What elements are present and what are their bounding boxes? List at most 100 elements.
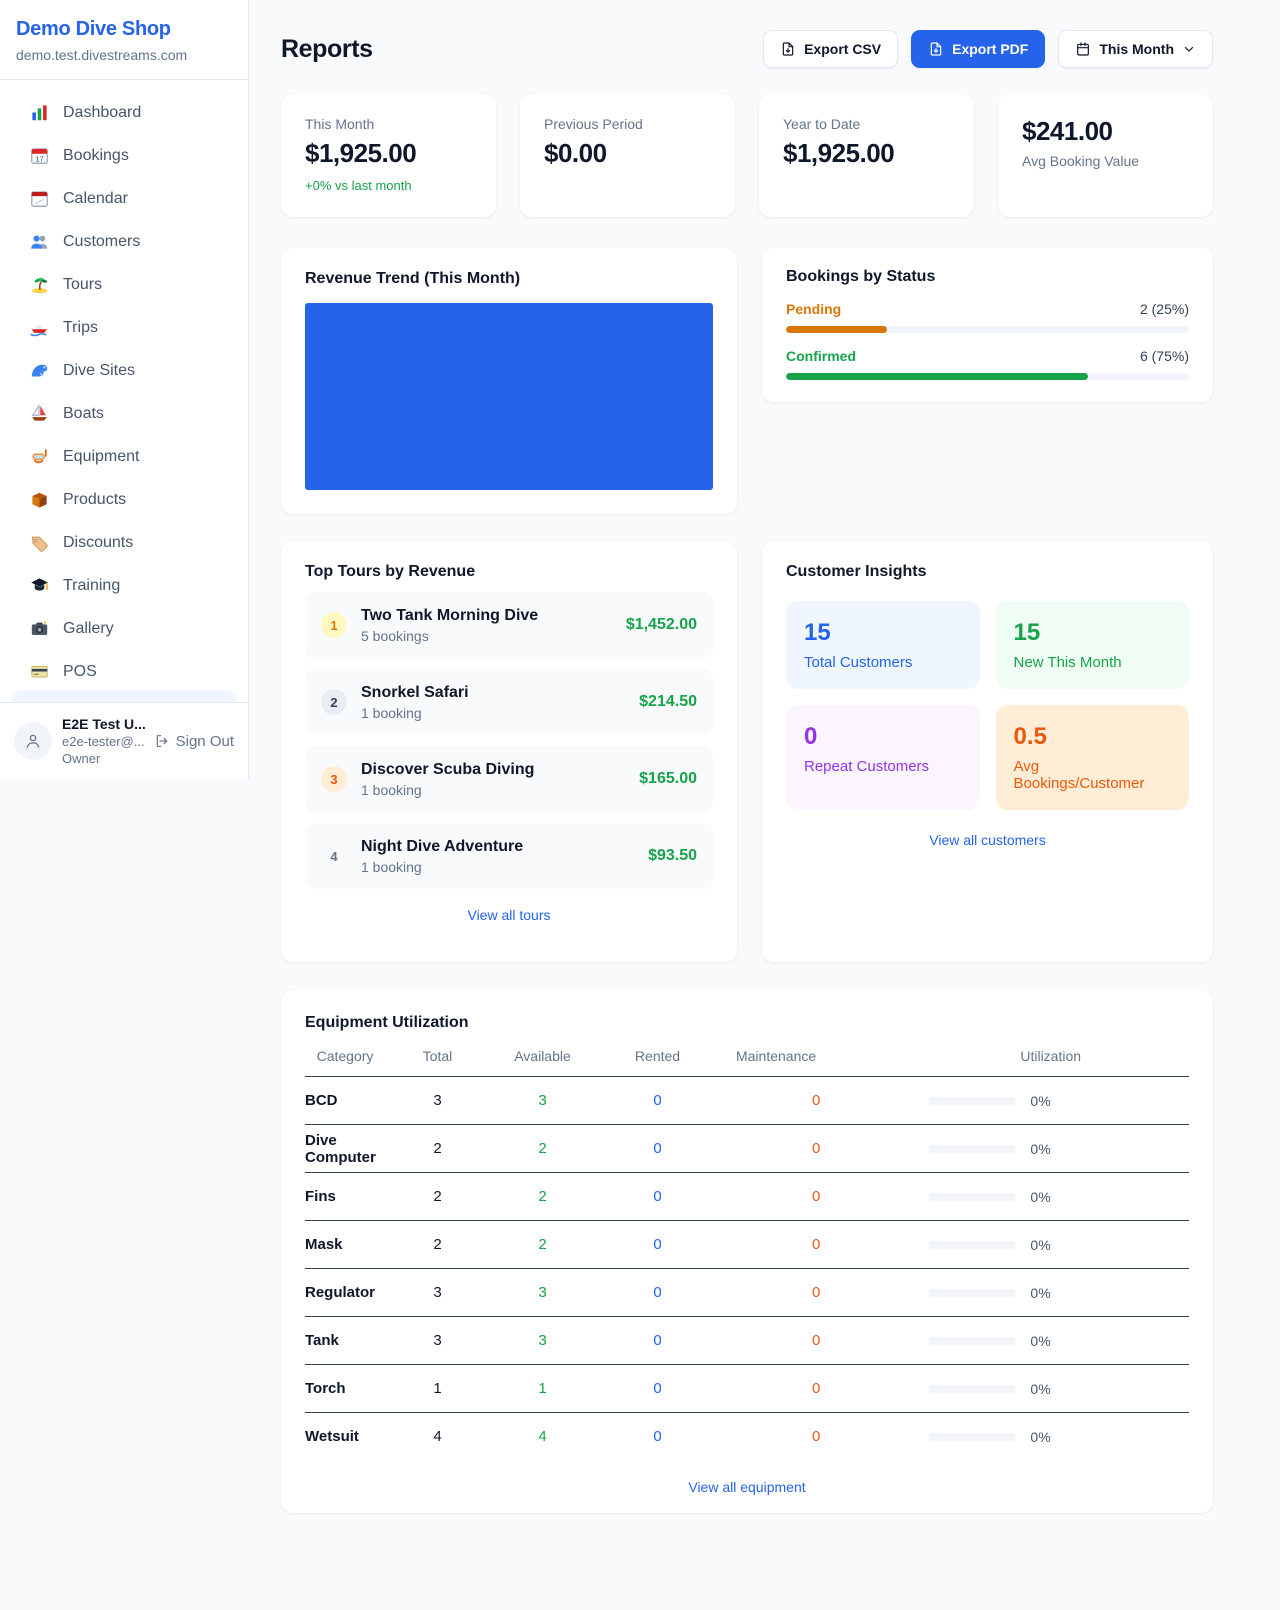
user-email: e2e-tester@...	[62, 734, 145, 749]
tour-rows: 1 Two Tank Morning Dive 5 bookings $1,45…	[305, 592, 713, 889]
revenue-trend-title: Revenue Trend (This Month)	[305, 270, 521, 287]
rank-badge: 3	[321, 766, 347, 792]
tour-row-discover-scuba-diving: 3 Discover Scuba Diving 1 booking $165.0…	[305, 746, 713, 812]
stats-row: This Month $1,925.00 +0% vs last month P…	[281, 94, 1213, 217]
boats-icon	[30, 404, 49, 423]
bookings-by-status-card: Bookings by Status Pending 2 (25%)	[762, 248, 1213, 402]
bookings-icon	[30, 146, 49, 165]
column-header-total: Total	[422, 1048, 453, 1064]
trips-icon	[30, 318, 49, 337]
main-content: Reports Export CSV Export PDF This Month…	[249, 0, 1280, 1513]
period-dropdown[interactable]: This Month	[1058, 30, 1213, 68]
export-csv-button[interactable]: Export CSV	[763, 30, 899, 68]
products-icon	[30, 490, 49, 509]
shop-name: Demo Dive Shop	[16, 18, 171, 40]
sidebar-item-trips[interactable]: Trips	[12, 309, 236, 346]
chevron-down-icon	[1182, 42, 1196, 56]
sidebar-item-label-dashboard: Dashboard	[63, 103, 142, 121]
tour-row-night-dive-adventure: 4 Night Dive Adventure 1 booking $93.50	[305, 823, 713, 889]
top-tours-card: Top Tours by Revenue 1 Two Tank Morning …	[281, 541, 737, 962]
stat-card-previous-period: Previous Period $0.00	[520, 94, 735, 217]
view-all-customers-link[interactable]: View all customers	[929, 832, 1046, 848]
sidebar-item-label-gallery: Gallery	[63, 619, 114, 637]
sidebar-item-dive-sites[interactable]: Dive Sites	[12, 352, 236, 389]
top-tours-title: Top Tours by Revenue	[305, 563, 476, 580]
user-name: E2E Test U...	[62, 716, 146, 732]
user-role: Owner	[62, 751, 101, 766]
stat-card-year-to-date: Year to Date $1,925.00	[759, 94, 974, 217]
equipment-row-regulator: Regulator 3 3 0 0 0%	[305, 1269, 1189, 1317]
sidebar-item-bookings[interactable]: Bookings	[12, 137, 236, 174]
sidebar-item-dashboard[interactable]: Dashboard	[12, 94, 236, 131]
training-icon	[30, 576, 49, 595]
sidebar-item-boats[interactable]: Boats	[12, 395, 236, 432]
sidebar-header: Demo Dive Shop demo.test.divestreams.com	[0, 0, 248, 80]
view-all-tours-link[interactable]: View all tours	[467, 907, 551, 923]
insight-tile-avg-bookings-customer: 0.5 Avg Bookings/Customer	[995, 705, 1189, 810]
sidebar-item-tours[interactable]: Tours	[12, 266, 236, 303]
sidebar-item-products[interactable]: Products	[12, 481, 236, 518]
view-all-equipment-link[interactable]: View all equipment	[688, 1478, 806, 1495]
sidebar-item-discounts[interactable]: Discounts	[12, 524, 236, 561]
export-pdf-button[interactable]: Export PDF	[911, 30, 1046, 68]
status-progress-fill	[786, 326, 887, 333]
sidebar-item-label-pos: POS	[63, 662, 97, 680]
tour-row-two-tank-morning-dive: 1 Two Tank Morning Dive 5 bookings $1,45…	[305, 592, 713, 658]
status-row-pending: Pending 2 (25%)	[786, 301, 1189, 333]
sidebar-item-label-discounts: Discounts	[63, 533, 134, 551]
sidebar-item-label-bookings: Bookings	[63, 146, 129, 164]
equipment-row-bcd: BCD 3 3 0 0 0%	[305, 1077, 1189, 1125]
active-nav-item-partially-scrolled	[12, 690, 236, 702]
equipment-row-tank: Tank 3 3 0 0 0%	[305, 1317, 1189, 1365]
insight-tiles: 15 Total Customers 15 New This Month 0 R…	[786, 601, 1189, 810]
sidebar-item-pos[interactable]: POS	[12, 653, 236, 688]
insight-tile-new-this-month: 15 New This Month	[995, 601, 1189, 689]
sidebar-item-calendar[interactable]: Calendar	[12, 180, 236, 217]
shop-domain: demo.test.divestreams.com	[16, 47, 188, 63]
calendar-icon	[30, 189, 49, 208]
sidebar-item-label-trips: Trips	[63, 318, 98, 336]
status-progress-fill	[786, 373, 1089, 380]
file-download-icon	[928, 41, 944, 57]
sidebar-item-label-calendar: Calendar	[63, 189, 128, 207]
equipment-row-wetsuit: Wetsuit 4 4 0 0 0%	[305, 1428, 1051, 1446]
equipment-table-header: Category Total Available Rented Maintenance U…	[305, 1048, 1189, 1077]
user-box: E2E Test U... e2e-tester@... Owner Sign …	[0, 702, 248, 779]
sidebar-nav: Dashboard Bookings Calendar Customers To…	[0, 80, 248, 688]
utilization-progress-bar	[928, 1433, 1017, 1442]
page-title: Reports	[281, 34, 373, 63]
equipment-utilization-title: Equipment Utilization	[305, 1014, 469, 1031]
file-download-icon	[780, 41, 796, 57]
equipment-table: Category Total Available Rented Maintenance U…	[305, 1048, 1189, 1461]
column-header-maintenance: Maintenance	[736, 1048, 817, 1064]
gallery-icon	[30, 619, 49, 638]
revenue-trend-card: Revenue Trend (This Month)	[281, 248, 737, 514]
sidebar-item-training[interactable]: Training	[12, 567, 236, 604]
sign-out-button[interactable]: Sign Out	[154, 733, 234, 750]
charts-row: Revenue Trend (This Month) Bookings by S…	[281, 248, 1213, 514]
calendar-icon	[1075, 41, 1091, 57]
utilization-progress-bar	[928, 1289, 1017, 1298]
stat-card-this-month: This Month $1,925.00 +0% vs last month	[281, 94, 496, 217]
status-row-confirmed: Confirmed 6 (75%)	[786, 348, 1189, 380]
equipment-row-dive-computer: Dive Computer 2 2 0 0 0%	[305, 1125, 1189, 1173]
logout-icon	[154, 733, 170, 749]
customers-icon	[30, 232, 49, 251]
rank-badge: 1	[321, 612, 347, 638]
sidebar-item-label-training: Training	[63, 576, 121, 594]
sidebar-item-customers[interactable]: Customers	[12, 223, 236, 260]
sidebar-item-equipment[interactable]: Equipment	[12, 438, 236, 475]
user-meta: E2E Test U... e2e-tester@... Owner	[62, 716, 146, 766]
bookings-by-status-title: Bookings by Status	[786, 268, 936, 285]
sidebar-item-label-dive-sites: Dive Sites	[63, 361, 136, 379]
rank-badge: 4	[330, 848, 338, 864]
utilization-progress-bar	[928, 1193, 1017, 1202]
sidebar-item-gallery[interactable]: Gallery	[12, 610, 236, 647]
sidebar-item-label-customers: Customers	[63, 232, 141, 250]
revenue-trend-chart	[305, 303, 713, 490]
equipment-row-mask: Mask 2 2 0 0 0%	[305, 1221, 1189, 1269]
sidebar: Demo Dive Shop demo.test.divestreams.com…	[0, 0, 249, 779]
dashboard-icon	[30, 103, 49, 122]
column-header-available: Available	[514, 1048, 571, 1064]
equipment-row-torch: Torch 1 1 0 0 0%	[305, 1365, 1189, 1413]
